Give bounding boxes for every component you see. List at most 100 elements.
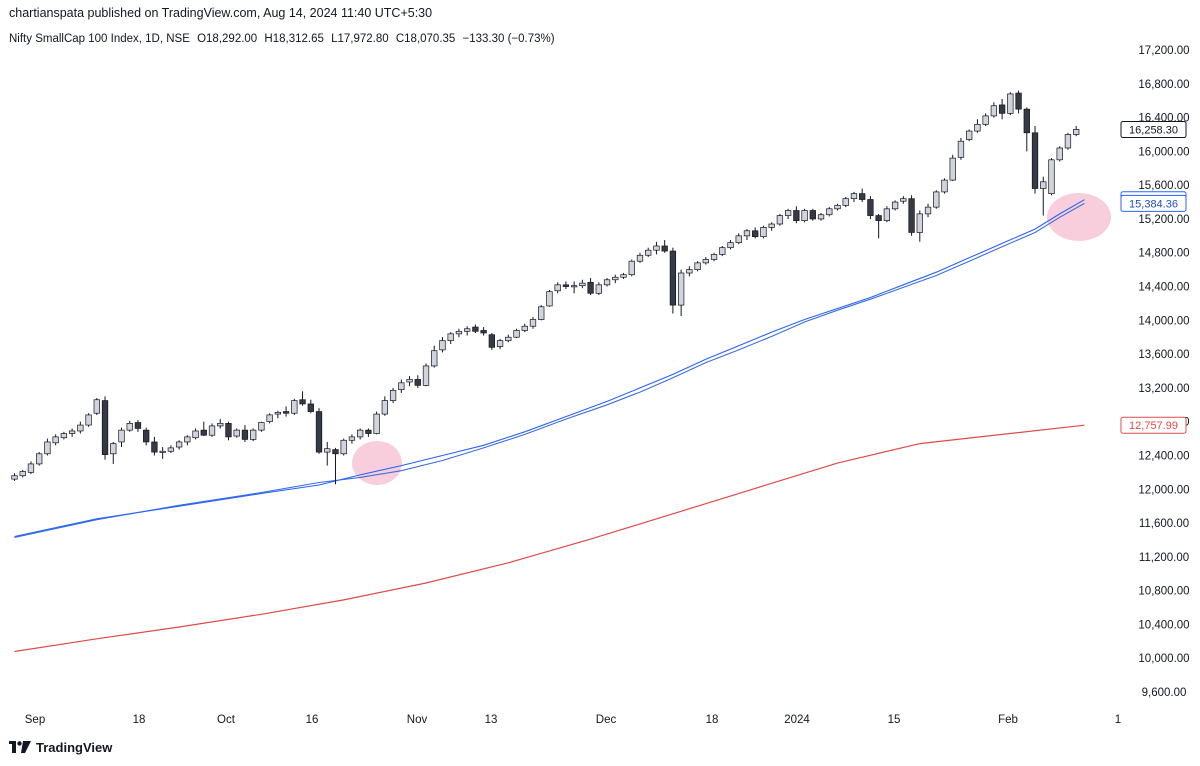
up-candle bbox=[389, 390, 397, 401]
up-candle bbox=[760, 227, 767, 238]
highlight-ellipse bbox=[1047, 193, 1111, 241]
down-candle bbox=[562, 284, 570, 287]
up-candle bbox=[628, 260, 635, 276]
down-candle bbox=[859, 193, 866, 200]
up-candle bbox=[348, 436, 356, 441]
down-candle bbox=[1015, 92, 1022, 110]
up-candle bbox=[406, 379, 413, 383]
x-tick-label: 18 bbox=[133, 714, 146, 726]
down-candle bbox=[587, 281, 594, 294]
up-candle bbox=[949, 157, 956, 181]
up-candle bbox=[52, 436, 59, 444]
up-candle bbox=[735, 235, 742, 243]
down-candle bbox=[101, 400, 109, 455]
up-candle bbox=[801, 210, 808, 221]
up-candle bbox=[966, 130, 973, 140]
down-candle bbox=[669, 250, 677, 306]
up-candle bbox=[464, 328, 471, 332]
up-candle bbox=[27, 463, 35, 473]
x-tick-label: 13 bbox=[485, 714, 498, 726]
low-value: L17,972.80 bbox=[331, 33, 389, 45]
up-candle bbox=[686, 269, 693, 274]
down-candle bbox=[752, 230, 759, 238]
x-tick-label: 18 bbox=[706, 714, 719, 726]
price-tag-label: 12,757.99 bbox=[1129, 420, 1178, 432]
up-candle bbox=[900, 198, 907, 202]
up-candle bbox=[291, 400, 298, 414]
fast-moving-average-line bbox=[14, 199, 1085, 538]
down-candle bbox=[661, 245, 668, 252]
up-candle bbox=[208, 425, 216, 436]
up-candle bbox=[398, 382, 405, 390]
up-candle bbox=[11, 475, 18, 480]
x-tick-label: Dec bbox=[596, 714, 617, 726]
up-candle bbox=[768, 223, 775, 228]
up-candle bbox=[817, 214, 825, 220]
price-tag-box bbox=[1120, 194, 1187, 212]
down-candle bbox=[151, 441, 158, 453]
y-tick-label: 14,000.00 bbox=[1138, 315, 1189, 327]
up-candle bbox=[455, 330, 463, 335]
up-candle bbox=[184, 436, 191, 443]
x-tick-label: Nov bbox=[407, 714, 428, 726]
down-candle bbox=[299, 399, 306, 405]
up-candle bbox=[957, 140, 965, 158]
price-tag-label: 15,384.36 bbox=[1129, 198, 1178, 210]
up-candle bbox=[68, 430, 76, 434]
up-candle bbox=[653, 245, 660, 251]
up-candle bbox=[381, 400, 388, 415]
down-candle bbox=[134, 422, 142, 429]
up-candle bbox=[496, 340, 504, 347]
up-candle bbox=[529, 319, 537, 327]
up-candle bbox=[250, 429, 257, 440]
candlestick-layer bbox=[11, 90, 1080, 485]
up-candle bbox=[324, 448, 331, 453]
down-candle bbox=[200, 429, 207, 436]
down-candle bbox=[225, 423, 232, 438]
up-candle bbox=[719, 247, 726, 255]
close-value: C18,070.35 bbox=[395, 33, 456, 45]
symbol-name[interactable]: Nifty SmallCap 100 Index, 1D, NSE bbox=[9, 33, 190, 45]
up-candle bbox=[110, 443, 117, 455]
brand-name[interactable]: TradingView bbox=[36, 740, 113, 755]
y-tick-label: 15,200.00 bbox=[1138, 214, 1189, 226]
down-candle bbox=[1031, 132, 1039, 189]
up-candle bbox=[784, 210, 792, 216]
up-candle bbox=[217, 423, 224, 427]
published-by-line: chartianspata published on TradingView.c… bbox=[9, 6, 433, 20]
down-candle bbox=[282, 411, 290, 414]
y-tick-label: 16,000.00 bbox=[1138, 146, 1189, 158]
up-candle bbox=[36, 453, 43, 465]
down-candle bbox=[480, 330, 487, 334]
x-tick-label: 15 bbox=[888, 714, 901, 726]
high-value: H18,312.65 bbox=[264, 33, 324, 45]
up-candle bbox=[933, 191, 940, 208]
up-candle bbox=[505, 336, 512, 341]
down-candle bbox=[908, 198, 915, 233]
y-tick-label: 10,400.00 bbox=[1138, 619, 1189, 631]
y-tick-label: 14,400.00 bbox=[1138, 282, 1189, 294]
up-candle bbox=[192, 430, 199, 439]
x-tick-label: Oct bbox=[217, 714, 236, 726]
up-candle bbox=[1007, 93, 1014, 114]
open-value: O18,292.00 bbox=[197, 33, 258, 45]
up-candle bbox=[447, 333, 454, 341]
up-candle bbox=[1073, 129, 1080, 135]
up-candle bbox=[118, 429, 125, 443]
up-candle bbox=[834, 205, 841, 210]
up-candle bbox=[266, 414, 273, 423]
up-candle bbox=[85, 414, 92, 426]
symbol-legend: Nifty SmallCap 100 Index, 1D, NSE O18,29… bbox=[9, 33, 559, 45]
down-candle bbox=[332, 449, 339, 455]
highlight-ellipse bbox=[352, 441, 402, 485]
down-candle bbox=[793, 210, 800, 221]
down-candle bbox=[809, 210, 816, 220]
up-candle bbox=[167, 447, 175, 452]
up-candle bbox=[1064, 134, 1072, 149]
up-candle bbox=[233, 429, 240, 437]
price-tag-box bbox=[1120, 416, 1187, 434]
y-tick-label: 11,200.00 bbox=[1139, 552, 1189, 564]
y-tick-label: 15,600.00 bbox=[1138, 180, 1189, 192]
